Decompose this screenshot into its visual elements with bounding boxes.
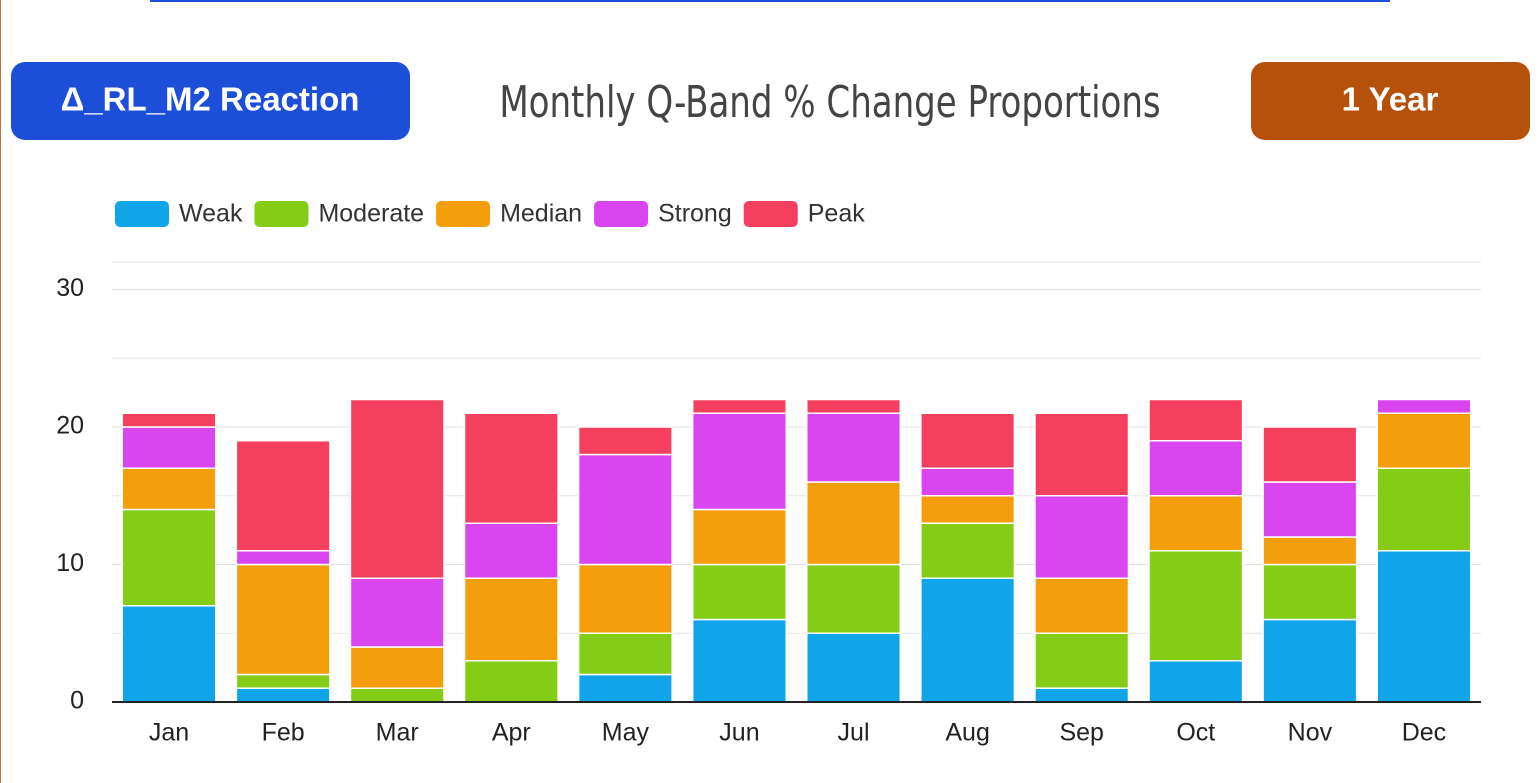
bar-segment — [1148, 398, 1244, 442]
x-tick-label: Aug — [945, 719, 989, 747]
bar-segment — [235, 673, 331, 689]
bar-segment — [577, 632, 673, 676]
bar-segment — [1034, 577, 1130, 634]
bar-segment — [1148, 495, 1244, 552]
right-badge-box[interactable] — [1251, 62, 1530, 140]
x-tick-label: Apr — [492, 719, 531, 747]
bar-segment — [920, 467, 1016, 497]
y-tick-label: 0 — [70, 687, 84, 715]
bar-segment — [235, 563, 331, 676]
legend-label: Strong — [658, 200, 732, 228]
bar-segment — [691, 398, 787, 414]
bar-segment — [920, 577, 1016, 703]
bar-segment — [235, 687, 331, 703]
bar-segment — [920, 412, 1016, 469]
bar-segment — [577, 453, 673, 566]
bar-segment — [806, 481, 902, 566]
bar-segment — [121, 467, 217, 511]
bar-segment — [1376, 550, 1472, 703]
bar-segment — [349, 687, 445, 703]
bar-segment — [577, 563, 673, 634]
bar-segment — [463, 660, 559, 703]
bar-segment — [577, 673, 673, 703]
bar-segment — [691, 412, 787, 511]
y-tick-label: 10 — [56, 549, 84, 577]
legend-label: Peak — [808, 200, 865, 228]
x-tick-label: Sep — [1059, 719, 1103, 747]
legend-swatch — [594, 201, 649, 227]
bar-segment — [691, 508, 787, 566]
x-tick-label: Oct — [1176, 719, 1215, 747]
bar-segment — [1262, 481, 1358, 538]
bar-segment — [691, 618, 787, 703]
bar-segment — [806, 398, 902, 414]
bar-segment — [121, 412, 217, 428]
legend-label: Weak — [179, 200, 243, 228]
bar-segment — [349, 646, 445, 689]
legend-swatch — [115, 201, 169, 227]
bar-segment — [1262, 426, 1358, 483]
bar-segment — [1262, 536, 1358, 566]
legend-swatch — [436, 201, 491, 227]
legend-label: Moderate — [318, 200, 424, 228]
bar-segment — [806, 632, 902, 703]
bar-segment — [1262, 618, 1358, 703]
x-tick-label: Nov — [1288, 719, 1333, 747]
left-badge-box[interactable] — [11, 62, 410, 140]
bar-segment — [920, 522, 1016, 579]
x-tick-label: Jan — [149, 719, 189, 747]
bar-segment — [1148, 440, 1244, 497]
left-badge[interactable]: Δ_RL_M2 Reaction — [61, 81, 360, 118]
bar-segment — [463, 522, 559, 579]
bar-segment — [1034, 412, 1130, 497]
x-tick-label: Dec — [1402, 719, 1446, 747]
bar-segment — [1376, 412, 1472, 469]
bar-segment — [1034, 687, 1130, 703]
chart-title: Monthly Q-Band % Change Proportions — [499, 76, 1160, 127]
bar-segment — [806, 563, 902, 634]
x-tick-label: Mar — [376, 719, 419, 747]
bar-segment — [349, 398, 445, 579]
bar-segment — [1148, 660, 1244, 703]
bar-segment — [1262, 563, 1358, 621]
bar-segment — [1376, 467, 1472, 552]
bar-segment — [235, 440, 331, 552]
right-badge[interactable]: 1 Year — [1342, 81, 1439, 118]
x-tick-label: Jun — [719, 719, 759, 747]
bar-segment — [463, 412, 559, 524]
bar-segment — [235, 550, 331, 566]
legend-swatch — [254, 201, 309, 227]
bar-segment — [1376, 398, 1472, 414]
bar-segment — [806, 412, 902, 483]
bar-segment — [349, 577, 445, 648]
bar-segment — [463, 577, 559, 662]
bar-segment — [577, 426, 673, 456]
x-tick-label: May — [602, 719, 650, 747]
x-tick-label: Jul — [838, 719, 870, 747]
bar-segment — [1148, 550, 1244, 662]
bar-segment — [121, 508, 217, 607]
bar-segment — [121, 426, 217, 469]
y-tick-label: 30 — [56, 274, 84, 302]
bar-segment — [1034, 495, 1130, 579]
bar-segment — [121, 605, 217, 703]
y-tick-label: 20 — [56, 412, 84, 440]
legend-label: Median — [500, 200, 582, 228]
bar-segment — [920, 495, 1016, 524]
bar-segment — [691, 563, 787, 621]
bar-segment — [1034, 632, 1130, 689]
legend-swatch — [743, 201, 798, 227]
x-tick-label: Feb — [262, 719, 305, 747]
